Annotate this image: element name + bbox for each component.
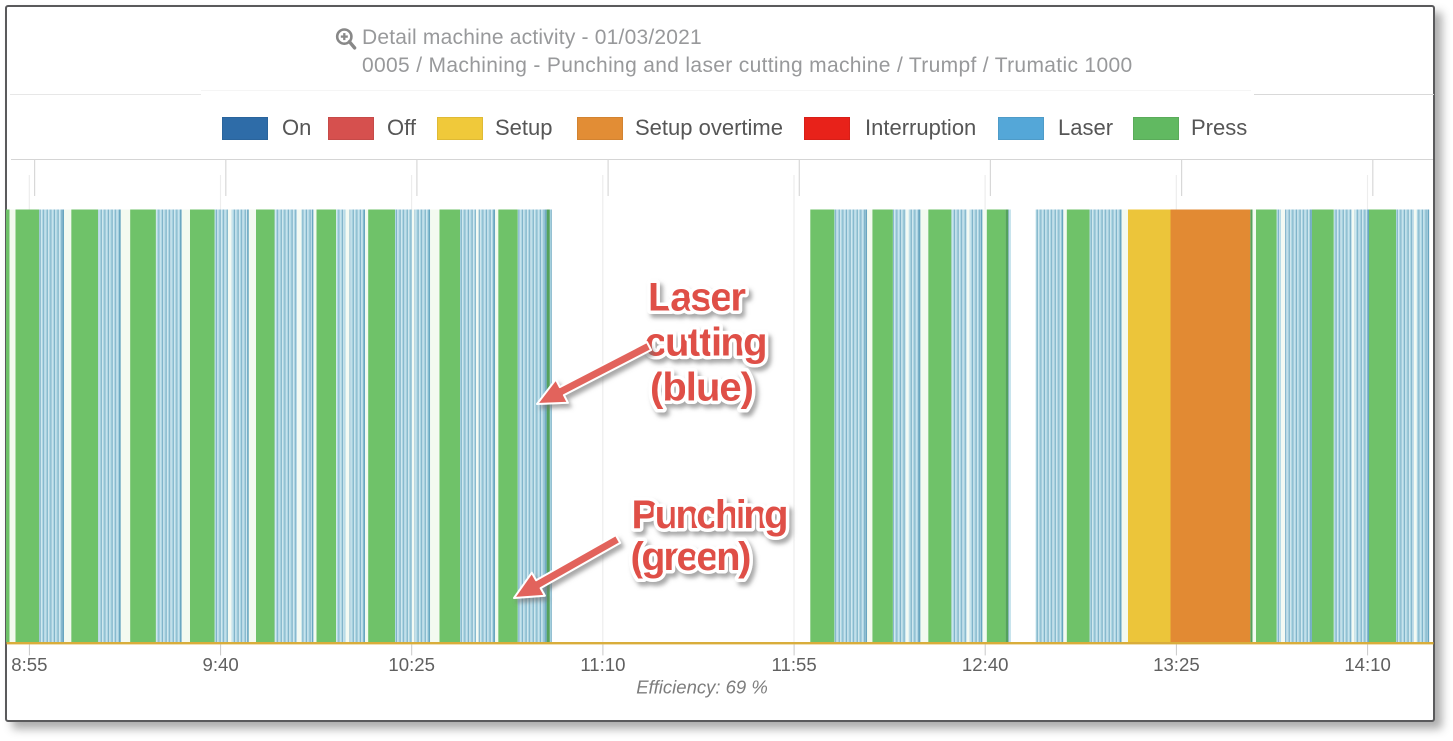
svg-text:13:25: 13:25 bbox=[1153, 654, 1200, 675]
svg-text:(green): (green) bbox=[631, 535, 752, 579]
svg-text:10:25: 10:25 bbox=[388, 654, 435, 675]
svg-text:cutting: cutting bbox=[645, 321, 768, 365]
svg-text:Laser: Laser bbox=[648, 276, 746, 320]
svg-text:14:10: 14:10 bbox=[1344, 654, 1391, 675]
svg-text:11:10: 11:10 bbox=[580, 654, 625, 675]
svg-text:8:55: 8:55 bbox=[11, 654, 47, 675]
svg-text:Punching: Punching bbox=[632, 493, 789, 537]
svg-text:(blue): (blue) bbox=[650, 366, 754, 410]
svg-text:12:40: 12:40 bbox=[962, 654, 1009, 675]
svg-text:9:40: 9:40 bbox=[202, 654, 238, 675]
svg-text:Efficiency: 69 %: Efficiency: 69 % bbox=[636, 676, 768, 697]
svg-text:11:55: 11:55 bbox=[772, 654, 817, 675]
